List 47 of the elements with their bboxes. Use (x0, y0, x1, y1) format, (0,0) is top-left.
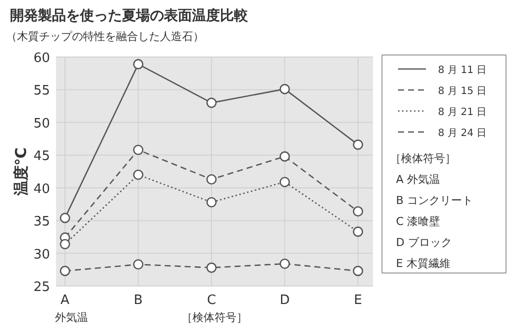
point (206, 98, 217, 108)
y-tick-label: 40 (33, 182, 50, 197)
text: ［検体符号］ (390, 152, 456, 165)
legend-label: 8 月 11 日 (438, 65, 487, 76)
x-axis-title: ［検体符号］ (182, 311, 248, 324)
point (280, 258, 290, 269)
point (133, 259, 144, 270)
point (280, 84, 290, 94)
y-tick-label: 45 (33, 149, 50, 164)
x-tick-label: A (60, 293, 70, 308)
point (133, 170, 144, 180)
text: E 木質繊維 (396, 257, 450, 270)
x-tick-label: C (206, 293, 216, 308)
y-tick-label: 55 (33, 84, 50, 99)
point (352, 266, 364, 276)
text: B コンクリート (396, 194, 474, 207)
text: 外気温 (55, 311, 88, 324)
point (280, 151, 290, 162)
point (206, 174, 217, 184)
text: A 外気温 (396, 173, 440, 186)
legend-label: 8 月 24 日 (438, 128, 487, 139)
text: C 漆喰壁 (396, 215, 440, 228)
point (352, 206, 364, 217)
y-tick-label: 30 (33, 247, 50, 262)
y-axis-title: 温度℃ (12, 147, 30, 197)
point (280, 176, 290, 188)
point (206, 262, 217, 273)
legend-label: 8 月 21 日 (438, 107, 487, 118)
point (133, 144, 144, 156)
point (206, 197, 217, 208)
point (60, 266, 70, 276)
chart-title: 開発製品を使った夏場の表面温度比較 (10, 7, 249, 24)
y-tick-label: 60 (33, 51, 50, 66)
x-tick-label: E (354, 293, 362, 308)
y-tick-label: 25 (33, 280, 50, 295)
y-tick-label: 50 (33, 116, 50, 132)
point (60, 212, 70, 224)
x-tick-label: B (134, 293, 143, 308)
text: D ブロック (396, 236, 452, 249)
point (352, 226, 364, 237)
x-tick-label: D (280, 293, 290, 308)
chart-subtitle: （木質チップの特性を融合した人造石） (6, 30, 204, 43)
point (60, 238, 70, 250)
point (352, 140, 364, 150)
point (133, 59, 144, 70)
y-tick-label: 35 (33, 214, 50, 230)
legend-label: 8 月 15 日 (438, 86, 487, 97)
